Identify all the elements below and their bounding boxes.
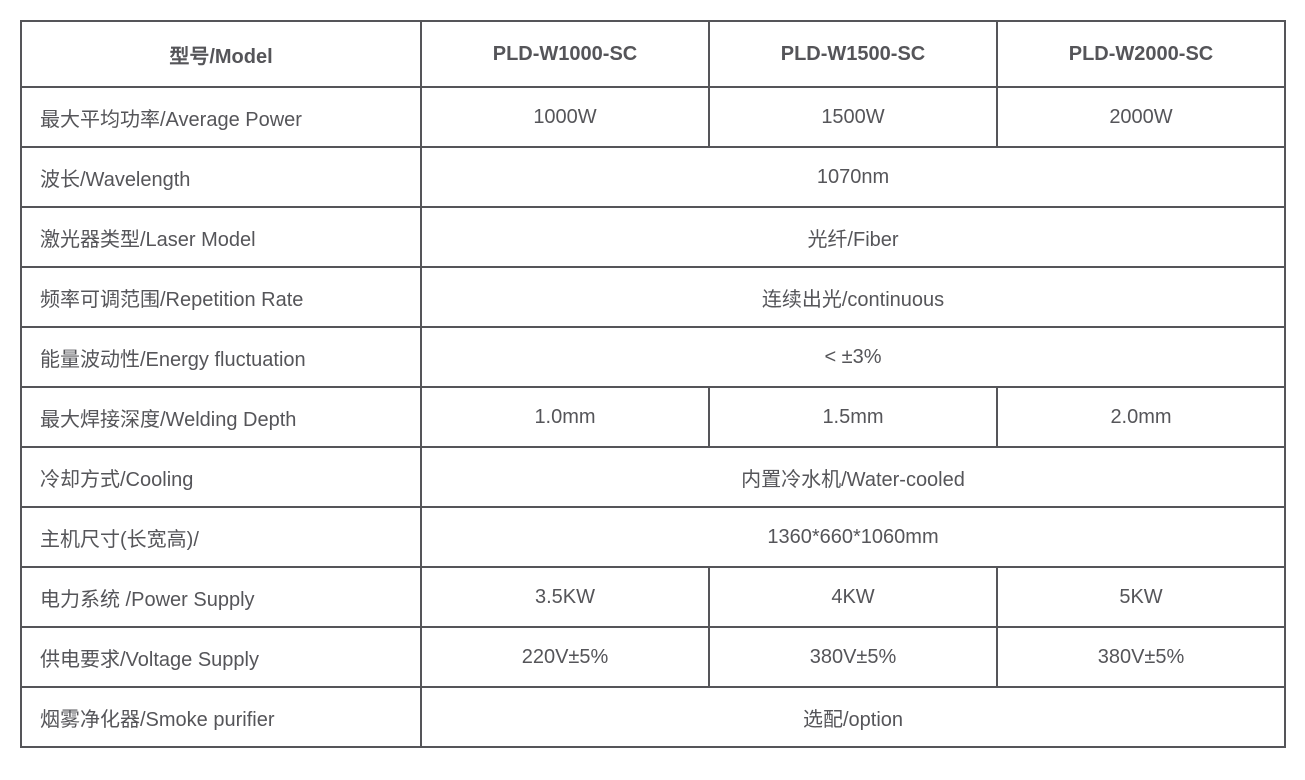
row-value: 3.5KW [421,567,709,627]
row-value: 1.5mm [709,387,997,447]
row-label: 最大平均功率/Average Power [21,87,421,147]
row-value-merged: 光纤/Fiber [421,207,1285,267]
row-value-merged: 1360*660*1060mm [421,507,1285,567]
table-row: 冷却方式/Cooling内置冷水机/Water-cooled [21,447,1285,507]
row-value: 220V±5% [421,627,709,687]
row-value: 2.0mm [997,387,1285,447]
header-model-0: PLD-W1000-SC [421,21,709,87]
table-body: 最大平均功率/Average Power1000W1500W2000W波长/Wa… [21,87,1285,747]
spec-table: 型号/Model PLD-W1000-SC PLD-W1500-SC PLD-W… [20,20,1286,748]
table-row: 最大平均功率/Average Power1000W1500W2000W [21,87,1285,147]
row-label: 烟雾净化器/Smoke purifier [21,687,421,747]
row-value-merged: 选配/option [421,687,1285,747]
table-row: 供电要求/Voltage Supply220V±5%380V±5%380V±5% [21,627,1285,687]
row-value: 1000W [421,87,709,147]
row-label: 冷却方式/Cooling [21,447,421,507]
header-model-2: PLD-W2000-SC [997,21,1285,87]
row-value: 1.0mm [421,387,709,447]
header-label: 型号/Model [21,21,421,87]
row-value-merged: < ±3% [421,327,1285,387]
table-row: 能量波动性/Energy fluctuation< ±3% [21,327,1285,387]
row-label: 波长/Wavelength [21,147,421,207]
row-value: 4KW [709,567,997,627]
table-row: 电力系统 /Power Supply3.5KW4KW5KW [21,567,1285,627]
table-row: 主机尺寸(长宽高)/1360*660*1060mm [21,507,1285,567]
table-row: 激光器类型/Laser Model光纤/Fiber [21,207,1285,267]
row-value: 1500W [709,87,997,147]
row-value-merged: 连续出光/continuous [421,267,1285,327]
row-value: 5KW [997,567,1285,627]
row-label: 供电要求/Voltage Supply [21,627,421,687]
table-row: 频率可调范围/Repetition Rate连续出光/continuous [21,267,1285,327]
header-model-1: PLD-W1500-SC [709,21,997,87]
row-label: 电力系统 /Power Supply [21,567,421,627]
table-row: 波长/Wavelength1070nm [21,147,1285,207]
table-header-row: 型号/Model PLD-W1000-SC PLD-W1500-SC PLD-W… [21,21,1285,87]
row-label: 频率可调范围/Repetition Rate [21,267,421,327]
row-value-merged: 内置冷水机/Water-cooled [421,447,1285,507]
row-label: 主机尺寸(长宽高)/ [21,507,421,567]
table-row: 烟雾净化器/Smoke purifier选配/option [21,687,1285,747]
row-value: 380V±5% [997,627,1285,687]
table-row: 最大焊接深度/Welding Depth1.0mm1.5mm2.0mm [21,387,1285,447]
row-label: 激光器类型/Laser Model [21,207,421,267]
row-value: 2000W [997,87,1285,147]
row-value: 380V±5% [709,627,997,687]
row-value-merged: 1070nm [421,147,1285,207]
row-label: 能量波动性/Energy fluctuation [21,327,421,387]
row-label: 最大焊接深度/Welding Depth [21,387,421,447]
